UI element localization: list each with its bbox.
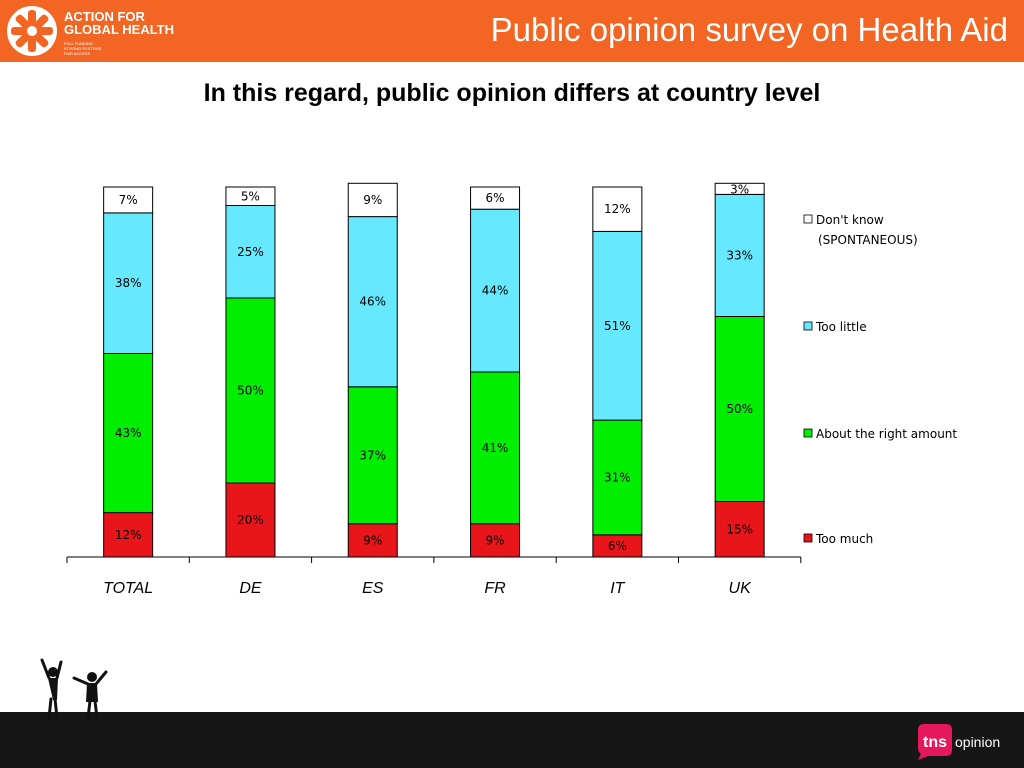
data-label: 15% — [726, 522, 753, 536]
bar-segment — [347, 386, 398, 525]
data-label: 25% — [237, 245, 264, 259]
data-label: 9% — [363, 193, 382, 207]
org-name: ACTION FOR GLOBAL HEALTH — [64, 9, 175, 37]
data-label: 7% — [119, 193, 138, 207]
bar-segment — [103, 353, 154, 514]
tns-logo-icon — [918, 724, 952, 760]
bar-segment — [347, 523, 398, 558]
data-label: 3% — [730, 182, 749, 196]
data-label: 20% — [237, 513, 264, 527]
bar-segment — [470, 371, 521, 525]
legend-swatch — [803, 214, 813, 224]
x-tick-label: FR — [484, 580, 506, 597]
celebrating-people-silhouette-icon — [40, 658, 108, 720]
legend-swatch — [803, 321, 813, 331]
bar-segment — [470, 186, 521, 210]
bar-segment — [347, 182, 398, 218]
bar-segment — [714, 193, 765, 317]
legend-label: Don't know — [816, 213, 884, 227]
bar-segment — [592, 419, 643, 536]
legend-label: (SPONTANEOUS) — [818, 233, 918, 247]
bar-segment — [714, 501, 765, 558]
data-label: 9% — [486, 533, 505, 547]
brand-opinion: opinion — [955, 734, 1000, 750]
legend-label: Too little — [815, 320, 867, 334]
data-label: 6% — [486, 191, 505, 205]
data-label: 38% — [115, 276, 142, 290]
x-tick-label: ES — [362, 580, 384, 597]
header-title: Public opinion survey on Health Aid — [490, 11, 1008, 48]
x-tick-label: DE — [239, 580, 262, 597]
bar-segment — [225, 482, 276, 558]
data-label: 51% — [604, 319, 631, 333]
data-label: 46% — [359, 295, 386, 309]
data-label: 50% — [726, 402, 753, 416]
legend-swatch — [803, 428, 813, 438]
data-label: 9% — [363, 533, 382, 547]
legend-label: Too much — [815, 532, 873, 546]
org-tagline: FULL FUNDING STRONG SYSTEMS FAIR ACCESS — [64, 41, 102, 56]
bar-segment — [225, 186, 276, 206]
slide-title: In this regard, public opinion differs a… — [203, 79, 821, 107]
x-tick-label: UK — [729, 580, 753, 597]
data-label: 6% — [608, 539, 627, 553]
header-bar: ACTION FOR GLOBAL HEALTH FULL FUNDING ST… — [0, 0, 1024, 62]
bar-segment — [714, 316, 765, 502]
x-tick-label: IT — [610, 580, 625, 597]
bar-segment — [592, 230, 643, 421]
tns-opinion-logo: tns opinion — [918, 724, 1000, 760]
bar-segment — [714, 182, 765, 195]
bar-segment — [592, 186, 643, 232]
bar-segment — [347, 216, 398, 388]
data-label: 12% — [604, 202, 631, 216]
data-label: 50% — [237, 384, 264, 398]
x-tick-label: TOTAL — [103, 580, 153, 597]
action-for-global-health-logo-icon — [7, 6, 57, 56]
data-label: 41% — [482, 441, 509, 455]
bar-segment — [470, 523, 521, 558]
bar-segment — [225, 297, 276, 484]
data-label: 43% — [115, 426, 142, 440]
data-label: 37% — [359, 448, 386, 462]
brand-tns: tns — [923, 734, 947, 751]
legend-swatch — [803, 533, 813, 543]
data-label: 12% — [115, 528, 142, 542]
data-label: 44% — [482, 284, 509, 298]
data-label: 5% — [241, 189, 260, 203]
bar-segment — [470, 208, 521, 373]
legend-label: About the right amount — [816, 427, 957, 441]
footer-bar — [0, 712, 1024, 768]
data-label: 33% — [726, 248, 753, 262]
bar-segment — [103, 186, 154, 214]
data-label: 31% — [604, 470, 631, 484]
